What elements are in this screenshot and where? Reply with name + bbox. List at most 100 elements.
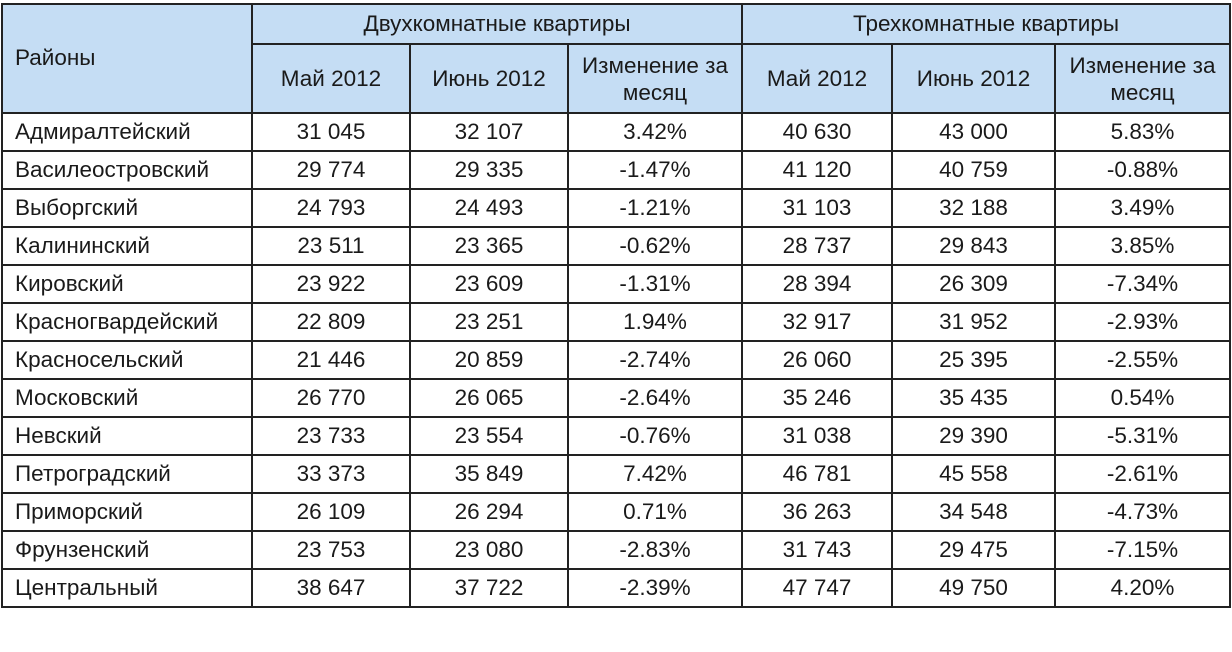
table-row: Центральный 38 647 37 722 -2.39% 47 747 49 75… [1,568,1232,608]
two-room-may-cell: 21 446 [251,340,411,380]
three-room-may-cell: 28 737 [741,226,894,266]
two-room-may-cell: 26 109 [251,492,411,532]
three-room-may-cell: 41 120 [741,150,894,190]
three-room-june-cell: 45 558 [891,454,1057,494]
two-room-change-cell: -2.83% [566,530,744,570]
three-room-change-cell: 5.83% [1054,112,1232,152]
two-room-change-header: Изменение за месяц [566,43,744,114]
three-room-june-cell: 26 309 [891,264,1057,304]
three-room-may-cell: 26 060 [741,340,894,380]
three-room-may-header: Май 2012 [741,43,894,114]
two-room-change-cell: 7.42% [566,454,744,494]
three-room-june-cell: 29 475 [891,530,1057,570]
three-room-change-cell: -5.31% [1054,416,1232,456]
two-room-change-cell: -1.47% [566,150,744,190]
two-room-may-cell: 24 793 [251,188,411,228]
three-room-change-cell: -2.55% [1054,340,1232,380]
district-cell: Василеостровский [1,150,253,190]
three-room-june-cell: 34 548 [891,492,1057,532]
two-room-may-cell: 38 647 [251,568,411,608]
three-room-june-cell: 43 000 [891,112,1057,152]
header-column-row: Май 2012 Июнь 2012 Изменение за месяц Ма… [2,43,1232,114]
three-room-may-cell: 40 630 [741,112,894,152]
two-room-may-cell: 23 733 [251,416,411,456]
two-room-may-cell: 23 511 [251,226,411,266]
two-room-change-cell: -2.64% [566,378,744,418]
two-room-may-cell: 31 045 [251,112,411,152]
two-room-may-cell: 23 753 [251,530,411,570]
table-row: Василеостровский 29 774 29 335 -1.47% 41 120… [1,150,1232,190]
two-room-change-cell: -1.31% [566,264,744,304]
table-row: Фрунзенский 23 753 23 080 -2.83% 31 743 29 47… [1,530,1232,570]
district-cell: Московский [1,378,253,418]
two-room-june-cell: 23 365 [409,226,569,266]
three-room-may-cell: 36 263 [741,492,894,532]
two-room-june-cell: 26 065 [409,378,569,418]
two-room-june-cell: 23 080 [409,530,569,570]
three-room-june-cell: 25 395 [891,340,1057,380]
table-row: Выборгский 24 793 24 493 -1.21% 31 103 32 188… [1,188,1232,228]
three-room-may-cell: 31 103 [741,188,894,228]
table-row: Приморский 26 109 26 294 0.71% 36 263 34 548-… [1,492,1232,532]
two-room-may-cell: 33 373 [251,454,411,494]
two-room-change-cell: 1.94% [566,302,744,342]
three-room-change-cell: 0.54% [1054,378,1232,418]
district-cell: Выборгский [1,188,253,228]
district-cell: Петроградский [1,454,253,494]
districts-header: Районы [1,3,253,114]
two-room-june-cell: 26 294 [409,492,569,532]
three-room-june-cell: 49 750 [891,568,1057,608]
three-room-may-cell: 28 394 [741,264,894,304]
three-room-june-header: Июнь 2012 [891,43,1057,114]
two-room-may-cell: 29 774 [251,150,411,190]
three-room-may-cell: 31 743 [741,530,894,570]
three-room-june-cell: 29 843 [891,226,1057,266]
table-row: Кировский 23 922 23 609 -1.31% 28 394 26 309-… [1,264,1232,304]
two-room-june-cell: 24 493 [409,188,569,228]
two-room-change-cell: -2.39% [566,568,744,608]
three-room-change-cell: -2.61% [1054,454,1232,494]
two-room-may-header: Май 2012 [251,43,411,114]
district-cell: Калининский [1,226,253,266]
three-room-june-cell: 35 435 [891,378,1057,418]
table-row: Красносельский 21 446 20 859 -2.74% 26 060 25… [1,340,1232,380]
two-room-june-cell: 32 107 [409,112,569,152]
district-cell: Невский [1,416,253,456]
three-room-may-cell: 47 747 [741,568,894,608]
two-room-june-cell: 23 554 [409,416,569,456]
header-group-row: Районы Двухкомнатные квартиры Трехкомнат… [1,3,1232,114]
two-room-may-cell: 26 770 [251,378,411,418]
three-room-june-cell: 40 759 [891,150,1057,190]
two-room-group-header: Двухкомнатные квартиры [250,3,744,45]
district-cell: Адмиралтейский [1,112,253,152]
three-room-may-cell: 32 917 [741,302,894,342]
two-room-change-cell: -1.21% [566,188,744,228]
two-room-june-cell: 29 335 [409,150,569,190]
three-room-june-cell: 29 390 [891,416,1057,456]
table-row: Невский 23 733 23 554 -0.76% 31 038 29 390 -5.… [1,416,1232,456]
three-room-change-cell: 3.49% [1054,188,1232,228]
three-room-june-cell: 32 188 [891,188,1057,228]
two-room-change-cell: -0.62% [566,226,744,266]
two-room-change-cell: 3.42% [566,112,744,152]
three-room-change-cell: -7.34% [1054,264,1232,304]
district-cell: Кировский [1,264,253,304]
two-room-june-cell: 23 609 [409,264,569,304]
two-room-june-cell: 35 849 [409,454,569,494]
three-room-june-cell: 31 952 [891,302,1057,342]
two-room-june-cell: 20 859 [409,340,569,380]
two-room-may-cell: 22 809 [251,302,411,342]
table-row: Адмиралтейский 31 045 32 107 3.42% 40 630 43 … [1,112,1232,152]
district-cell: Красногвардейский [1,302,253,342]
district-cell: Красносельский [1,340,253,380]
table-row: Калининский 23 511 23 365 -0.62% 28 737 29 84… [1,226,1232,266]
three-room-may-cell: 31 038 [741,416,894,456]
three-room-change-cell: 3.85% [1054,226,1232,266]
price-table: Районы Двухкомнатные квартиры Трехкомнат… [1,3,1232,608]
two-room-change-cell: -0.76% [566,416,744,456]
table-row: Петроградский 33 373 35 849 7.42% 46 781 45 5… [1,454,1232,494]
three-room-change-cell: -0.88% [1054,150,1232,190]
three-room-change-cell: -4.73% [1054,492,1232,532]
two-room-june-header: Июнь 2012 [409,43,569,114]
two-room-change-cell: -2.74% [566,340,744,380]
